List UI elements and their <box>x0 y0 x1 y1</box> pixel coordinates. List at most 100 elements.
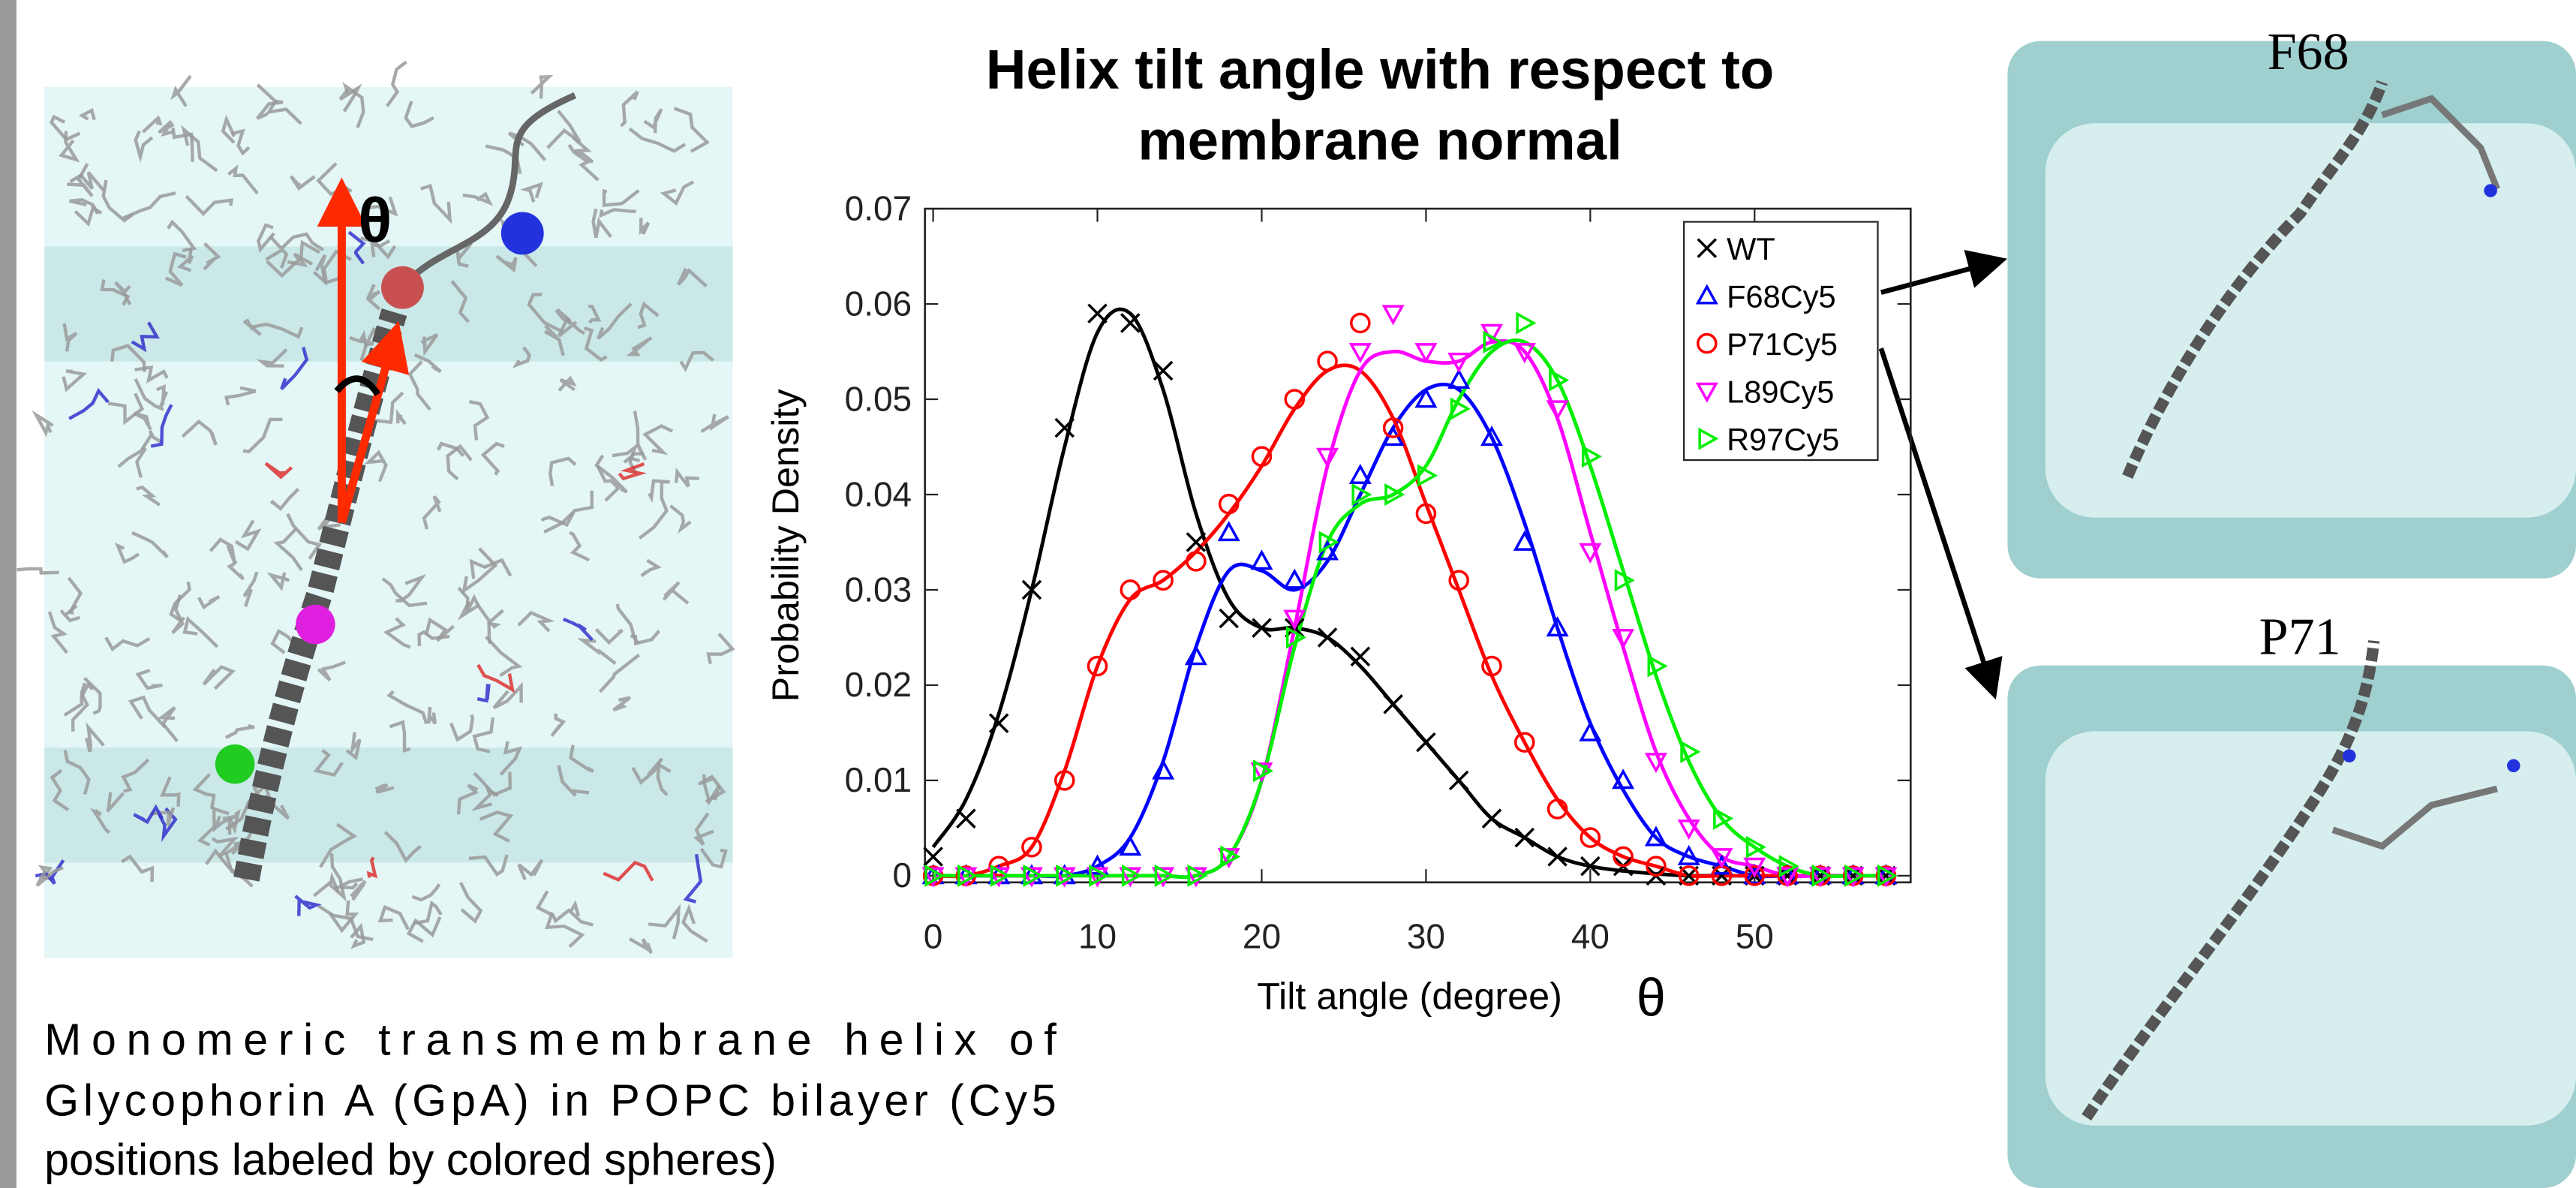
data-point <box>1350 312 1371 334</box>
legend-marker <box>1697 238 1718 258</box>
legend-marker <box>1695 284 1718 305</box>
lipid <box>364 450 388 483</box>
data-point <box>924 864 945 887</box>
data-point <box>990 864 1011 887</box>
data-point <box>1121 864 1142 887</box>
data-point <box>1054 417 1075 438</box>
data-point <box>1318 531 1339 554</box>
lipid <box>242 417 283 453</box>
lipid <box>140 430 162 451</box>
lipid <box>437 441 465 458</box>
lipid <box>212 814 236 833</box>
lipid <box>404 101 434 128</box>
lipid <box>468 854 509 877</box>
lipid <box>313 748 344 777</box>
data-point <box>1547 847 1568 867</box>
lipid <box>171 128 194 162</box>
caption-line: Glycophorin A (GpA) in POPC bilayer (Cy5 <box>44 1075 1057 1126</box>
lipid <box>181 419 218 446</box>
data-point <box>1877 864 1898 887</box>
lipid <box>407 360 431 411</box>
lipid <box>197 595 221 610</box>
data-point <box>1283 568 1306 589</box>
data-point <box>1414 387 1438 408</box>
data-point <box>1579 720 1602 741</box>
data-point <box>1549 368 1570 392</box>
chart-title: membrane normal <box>1138 109 1622 171</box>
data-point <box>1874 867 1898 888</box>
lipid <box>499 741 523 776</box>
lipid <box>256 83 302 125</box>
lipid <box>469 399 490 441</box>
lipid <box>134 365 169 383</box>
lipid <box>359 236 397 260</box>
lipid <box>32 410 54 438</box>
lipid <box>329 900 359 934</box>
y-tick-label: 0 <box>893 856 912 895</box>
data-point <box>1087 303 1108 324</box>
lipid <box>100 279 131 306</box>
lipid <box>413 353 442 373</box>
lipid <box>364 197 398 217</box>
lipid <box>83 676 102 715</box>
lipid <box>227 560 245 581</box>
lipid <box>643 108 663 134</box>
lipid <box>85 722 105 753</box>
lipid <box>446 444 473 481</box>
y-tick-label: 0.02 <box>845 665 912 704</box>
lipid <box>62 323 78 352</box>
data-point <box>1776 867 1799 888</box>
lipid <box>544 324 565 356</box>
lipid <box>492 681 523 710</box>
lipid <box>227 808 241 835</box>
lipid <box>150 404 173 448</box>
structure-image: F68 <box>2007 23 2576 579</box>
lipid <box>117 447 147 478</box>
legend-label: P71Cy5 <box>1727 326 1838 362</box>
plot-area <box>924 207 1912 884</box>
loop <box>399 92 577 290</box>
lipid <box>569 531 591 562</box>
data-point <box>1252 618 1272 639</box>
fit-line <box>933 382 1886 879</box>
lipid <box>677 267 708 288</box>
lipid <box>637 301 660 329</box>
data-point <box>1021 836 1042 858</box>
data-point <box>1317 627 1338 648</box>
lipid <box>640 558 662 577</box>
lipid <box>266 572 290 591</box>
lipid <box>313 871 340 898</box>
lipid <box>450 280 470 323</box>
lipid <box>558 375 577 392</box>
data-point <box>1382 417 1404 438</box>
lipid <box>234 519 262 552</box>
caption-line: Monomeric transmembrane helix of <box>44 1015 1057 1065</box>
lipid <box>328 853 347 902</box>
data-point <box>1613 846 1634 868</box>
lipid <box>597 302 633 340</box>
data-point <box>1414 343 1438 364</box>
data-point <box>1580 856 1601 877</box>
lipid <box>386 60 407 107</box>
lipid <box>289 175 316 191</box>
data-point <box>1612 768 1635 789</box>
lipid <box>269 488 300 511</box>
lipid <box>679 350 714 372</box>
sphere <box>500 212 544 255</box>
lipid <box>383 617 411 649</box>
lipid <box>347 230 366 265</box>
lipid <box>656 762 672 796</box>
data-point <box>1513 530 1536 551</box>
lipid <box>224 724 255 739</box>
data-point <box>1020 867 1043 888</box>
data-point <box>1581 445 1603 468</box>
lipid <box>170 74 192 107</box>
lipid <box>389 720 411 753</box>
sphere <box>2484 184 2497 197</box>
data-point <box>1743 857 1766 878</box>
lipid <box>479 811 514 843</box>
data-point <box>1284 389 1306 410</box>
arrow <box>1878 347 2003 700</box>
lipid <box>620 90 639 128</box>
